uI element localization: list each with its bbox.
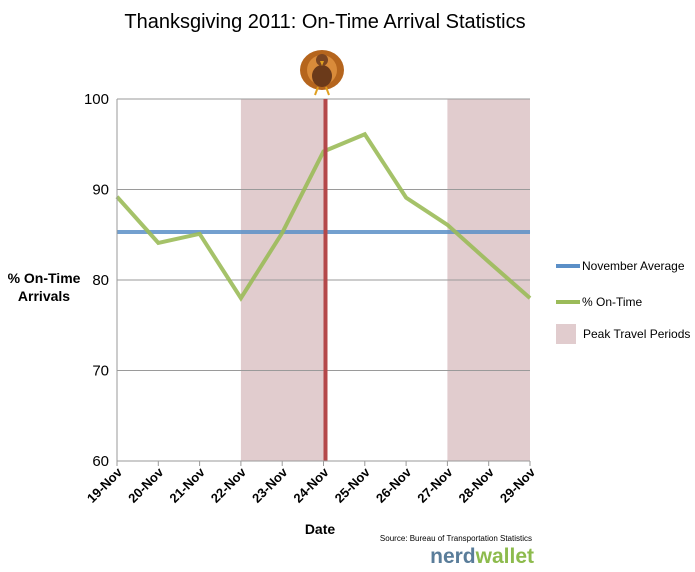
x-tick-label: 26-Nov (373, 464, 415, 506)
y-axis-label-line1: % On-Time (8, 270, 81, 286)
chart-title: Thanksgiving 2011: On-Time Arrival Stati… (124, 11, 525, 33)
x-tick-label: 25-Nov (332, 464, 374, 506)
legend: November Average % On-Time Peak Travel Per… (556, 259, 690, 344)
y-tick-label: 100 (84, 91, 109, 108)
legend-label: % On-Time (582, 295, 643, 309)
legend-label: Peak Travel Periods (583, 327, 690, 341)
x-tick-label: 19-Nov (84, 464, 126, 506)
y-tick-label: 60 (92, 453, 109, 470)
x-tick-label: 20-Nov (125, 464, 167, 506)
x-tick-label: 24-Nov (290, 464, 332, 506)
x-tick-label: 22-Nov (208, 464, 250, 506)
turkey-icon (300, 50, 344, 96)
y-tick-label: 90 (92, 182, 109, 199)
x-tick-label: 28-Nov (456, 464, 498, 506)
x-tick-label: 23-Nov (249, 464, 291, 506)
x-tick-label: 29-Nov (497, 464, 539, 506)
x-axis-label: Date (305, 521, 336, 537)
source-note: Source: Bureau of Transportation Statist… (380, 534, 532, 543)
x-tick-label: 27-Nov (414, 464, 456, 506)
x-tick-label: 21-Nov (166, 464, 208, 506)
nerdwallet-logo: nerdwallet (430, 545, 534, 568)
y-tick-label: 80 (92, 272, 109, 289)
y-tick-label: 70 (92, 363, 109, 380)
y-axis-label-line2: Arrivals (18, 288, 70, 304)
legend-swatch (556, 324, 576, 344)
legend-label: November Average (582, 259, 685, 273)
